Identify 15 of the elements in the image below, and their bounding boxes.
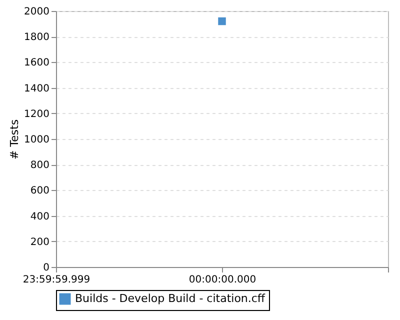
y-tick-label: 1000 bbox=[24, 134, 50, 146]
y-tick-label: 1800 bbox=[24, 32, 50, 44]
x-tick-label: 00:00:00.000 bbox=[188, 274, 256, 286]
y-tick-label: 200 bbox=[30, 236, 50, 248]
x-tick-label: 23:59:59.999 bbox=[22, 274, 90, 286]
y-axis-title: # Tests bbox=[8, 119, 22, 160]
y-tick-label: 800 bbox=[30, 160, 50, 172]
y-tick-label: 0 bbox=[43, 262, 50, 274]
y-tick-label: 2000 bbox=[24, 6, 50, 18]
y-tick-label: 400 bbox=[30, 211, 50, 222]
y-tick-label: 600 bbox=[30, 186, 50, 197]
y-tick-label: 1600 bbox=[24, 58, 50, 69]
y-tick-label: 1200 bbox=[24, 108, 50, 120]
y-tick-label: 1400 bbox=[24, 83, 50, 94]
legend-label: Builds - Develop Build - citation.cff bbox=[75, 292, 266, 305]
